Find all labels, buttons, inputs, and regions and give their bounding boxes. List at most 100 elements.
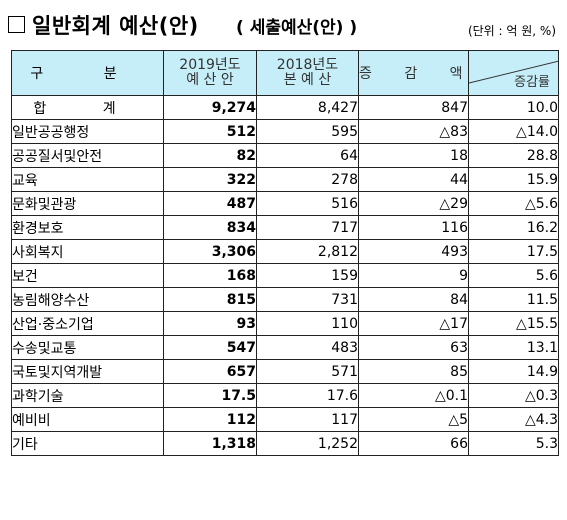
cell-2019: 17.5 bbox=[163, 383, 257, 408]
cell-rate: △14.0 bbox=[468, 119, 559, 144]
cell-2018: 159 bbox=[256, 263, 359, 288]
cell-rate: 11.5 bbox=[468, 287, 559, 312]
cell-category: 교육 bbox=[11, 167, 164, 192]
cell-2019: 112 bbox=[163, 407, 257, 432]
cell-2018: 110 bbox=[256, 311, 359, 336]
cell-2018: 731 bbox=[256, 287, 359, 312]
cell-diff: 63 bbox=[358, 335, 469, 360]
header-2018: 2018년도 본 예 산 bbox=[256, 50, 359, 96]
header-diff: 증 감 액 bbox=[358, 50, 469, 96]
cell-rate: 5.3 bbox=[468, 431, 559, 456]
cell-2019: 1,318 bbox=[163, 431, 257, 456]
cell-2018: 117 bbox=[256, 407, 359, 432]
cell-diff: 66 bbox=[358, 431, 469, 456]
table-row: 수송및교통 547 483 63 13.1 bbox=[11, 335, 559, 360]
cell-rate: 17.5 bbox=[468, 239, 559, 264]
cell-category: 사회복지 bbox=[11, 239, 164, 264]
cell-rate: 10.0 bbox=[468, 95, 559, 120]
cell-2019: 93 bbox=[163, 311, 257, 336]
header-2019-line1: 2019년도 bbox=[179, 57, 241, 73]
table-row: 예비비 112 117 △5 △4.3 bbox=[11, 407, 559, 432]
cell-2018: 2,812 bbox=[256, 239, 359, 264]
cell-rate: 28.8 bbox=[468, 143, 559, 168]
cell-category: 합 계 bbox=[11, 95, 164, 120]
cell-rate: △0.3 bbox=[468, 383, 559, 408]
cell-2018: 717 bbox=[256, 215, 359, 240]
table-row: 기타 1,318 1,252 66 5.3 bbox=[11, 431, 559, 456]
cell-2018: 8,427 bbox=[256, 95, 359, 120]
table-body: 합 계 9,274 8,427 847 10.0 일반공공행정 512 595 △83 △14.0… bbox=[11, 95, 559, 456]
cell-diff: △5 bbox=[358, 407, 469, 432]
cell-2018: 595 bbox=[256, 119, 359, 144]
cell-2019: 657 bbox=[163, 359, 257, 384]
cell-2018: 571 bbox=[256, 359, 359, 384]
cell-diff: 85 bbox=[358, 359, 469, 384]
cell-2019: 834 bbox=[163, 215, 257, 240]
table-row: 사회복지 3,306 2,812 493 17.5 bbox=[11, 239, 559, 264]
table-row: 국토및지역개발 657 571 85 14.9 bbox=[11, 359, 559, 384]
cell-diff: △83 bbox=[358, 119, 469, 144]
page-title: 일반회계 예산(안) bbox=[32, 14, 199, 38]
cell-rate: △5.6 bbox=[468, 191, 559, 216]
table-row-total: 합 계 9,274 8,427 847 10.0 bbox=[11, 95, 559, 120]
cell-diff: 18 bbox=[358, 143, 469, 168]
cell-2019: 547 bbox=[163, 335, 257, 360]
cell-2019: 815 bbox=[163, 287, 257, 312]
page-subtitle: ( 세출예산(안) ) bbox=[236, 18, 358, 38]
table-header-row: 구 분 2019년도 예 산 안 2018년도 본 예 산 증 감 액 증감률 bbox=[11, 50, 559, 96]
table-row: 보건 168 159 9 5.6 bbox=[11, 263, 559, 288]
cell-category: 기타 bbox=[11, 431, 164, 456]
header-2018-line1: 2018년도 bbox=[276, 57, 339, 73]
cell-diff: 84 bbox=[358, 287, 469, 312]
cell-rate: 14.9 bbox=[468, 359, 559, 384]
cell-diff: △17 bbox=[358, 311, 469, 336]
cell-2019: 82 bbox=[163, 143, 257, 168]
cell-diff: 9 bbox=[358, 263, 469, 288]
cell-rate: △15.5 bbox=[468, 311, 559, 336]
table-row: 교육 322 278 44 15.9 bbox=[11, 167, 559, 192]
header-rate: 증감률 bbox=[468, 50, 559, 96]
table-row: 문화및관광 487 516 △29 △5.6 bbox=[11, 191, 559, 216]
cell-2018: 278 bbox=[256, 167, 359, 192]
cell-category: 공공질서및안전 bbox=[11, 143, 164, 168]
cell-rate: 16.2 bbox=[468, 215, 559, 240]
cell-2018: 64 bbox=[256, 143, 359, 168]
cell-rate: 5.6 bbox=[468, 263, 559, 288]
cell-category: 국토및지역개발 bbox=[11, 359, 164, 384]
table-row: 농림해양수산 815 731 84 11.5 bbox=[11, 287, 559, 312]
table-row: 공공질서및안전 82 64 18 28.8 bbox=[11, 143, 559, 168]
header-2019-line2: 예 산 안 bbox=[186, 72, 234, 88]
title-row: 일반회계 예산(안) ( 세출예산(안) ) (단위 : 억 원, %) bbox=[6, 4, 562, 44]
cell-category: 예비비 bbox=[11, 407, 164, 432]
cell-2018: 483 bbox=[256, 335, 359, 360]
cell-diff: 493 bbox=[358, 239, 469, 264]
header-2019: 2019년도 예 산 안 bbox=[163, 50, 257, 96]
header-category: 구 분 bbox=[11, 50, 164, 96]
cell-category: 과학기술 bbox=[11, 383, 164, 408]
cell-diff: △0.1 bbox=[358, 383, 469, 408]
cell-category: 환경보호 bbox=[11, 215, 164, 240]
cell-diff: 847 bbox=[358, 95, 469, 120]
cell-2019: 322 bbox=[163, 167, 257, 192]
cell-diff: 116 bbox=[358, 215, 469, 240]
cell-2018: 17.6 bbox=[256, 383, 359, 408]
cell-2018: 516 bbox=[256, 191, 359, 216]
cell-diff: △29 bbox=[358, 191, 469, 216]
cell-category: 농림해양수산 bbox=[11, 287, 164, 312]
header-2018-line2: 본 예 산 bbox=[283, 72, 332, 88]
cell-category: 산업·중소기업 bbox=[11, 311, 164, 336]
cell-2019: 3,306 bbox=[163, 239, 257, 264]
header-rate-label: 증감률 bbox=[514, 75, 550, 90]
cell-2018: 1,252 bbox=[256, 431, 359, 456]
cell-2019: 168 bbox=[163, 263, 257, 288]
diagonal-line-icon bbox=[469, 60, 558, 84]
table-row: 과학기술 17.5 17.6 △0.1 △0.3 bbox=[11, 383, 559, 408]
cell-2019: 512 bbox=[163, 119, 257, 144]
cell-diff: 44 bbox=[358, 167, 469, 192]
cell-rate: 13.1 bbox=[468, 335, 559, 360]
cell-category: 문화및관광 bbox=[11, 191, 164, 216]
checkbox-square-icon bbox=[8, 16, 25, 33]
cell-category: 수송및교통 bbox=[11, 335, 164, 360]
cell-rate: 15.9 bbox=[468, 167, 559, 192]
table-row: 환경보호 834 717 116 16.2 bbox=[11, 215, 559, 240]
